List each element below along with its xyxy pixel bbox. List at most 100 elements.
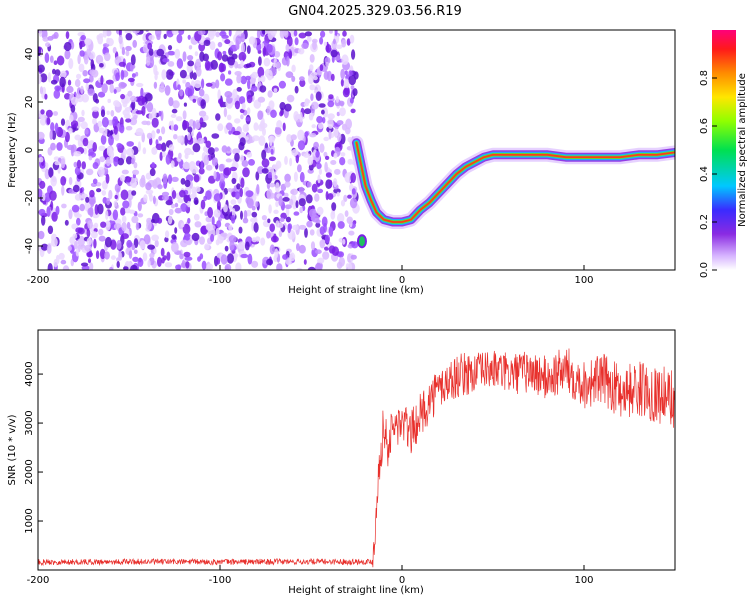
noise-speck <box>81 93 90 103</box>
noise-speck <box>324 234 330 244</box>
noise-speck <box>204 243 210 250</box>
noise-speck <box>142 35 146 41</box>
noise-speck <box>50 200 54 211</box>
noise-speck <box>46 244 52 254</box>
noise-speck <box>348 230 355 236</box>
noise-speck <box>84 129 89 135</box>
noise-speck <box>39 73 48 83</box>
noise-speck <box>64 49 71 60</box>
noise-speck <box>158 110 162 117</box>
noise-speck <box>347 158 354 165</box>
noise-speck <box>351 49 356 60</box>
noise-speck <box>41 215 46 226</box>
noise-speck <box>99 156 106 163</box>
noise-speck <box>170 160 175 169</box>
noise-speck <box>279 102 286 111</box>
noise-speck <box>286 134 292 143</box>
noise-speck <box>350 108 356 114</box>
noise-speck <box>74 213 82 218</box>
noise-speck <box>157 256 162 267</box>
noise-speck <box>223 167 232 176</box>
noise-speck <box>97 91 106 98</box>
noise-speck <box>245 117 251 122</box>
noise-speck <box>309 133 317 138</box>
noise-speck <box>73 161 78 168</box>
noise-speck <box>289 198 294 206</box>
snr-plot-frame <box>37 329 676 571</box>
noise-speck <box>255 201 259 208</box>
noise-speck <box>315 150 320 158</box>
noise-speck <box>149 168 156 177</box>
noise-speck <box>266 188 273 200</box>
noise-speck <box>81 161 86 170</box>
noise-speck <box>41 192 46 202</box>
noise-speck <box>294 37 299 46</box>
noise-speck <box>226 146 231 152</box>
noise-speck <box>278 80 286 89</box>
noise-speck <box>171 30 179 35</box>
colorbar-label: Normalized spectral amplitude <box>737 73 748 227</box>
noise-speck <box>146 132 153 140</box>
noise-speck <box>81 109 85 117</box>
noise-speck <box>217 123 224 132</box>
noise-speck <box>151 219 155 223</box>
noise-speck <box>275 200 279 208</box>
noise-speck <box>187 126 193 133</box>
noise-speck <box>347 262 352 270</box>
noise-speck <box>344 172 353 183</box>
snr-x-tick-label: -200 <box>27 575 50 586</box>
noise-speck <box>137 201 142 212</box>
noise-speck <box>245 75 251 81</box>
noise-speck <box>236 74 242 84</box>
noise-speck <box>329 30 333 34</box>
noise-speck <box>47 72 51 83</box>
noise-speck <box>68 209 73 220</box>
noise-speck <box>141 132 145 143</box>
noise-speck <box>218 62 225 73</box>
noise-speck <box>348 70 353 77</box>
noise-speck <box>334 168 341 175</box>
noise-speck <box>62 265 70 270</box>
noise-speck <box>130 264 138 270</box>
noise-speck <box>159 151 163 161</box>
noise-speck <box>275 220 280 228</box>
noise-speck <box>322 251 330 260</box>
noise-speck <box>194 119 201 130</box>
noise-speck <box>217 41 223 48</box>
noise-speck <box>194 51 199 57</box>
noise-speck <box>188 45 193 50</box>
noise-speck <box>106 197 111 206</box>
noise-speck <box>146 220 152 231</box>
noise-speck <box>72 233 78 239</box>
noise-speck <box>342 87 350 98</box>
noise-speck <box>113 223 122 230</box>
noise-speck <box>200 199 206 210</box>
noise-speck <box>251 85 258 92</box>
noise-speck <box>225 158 233 163</box>
noise-speck <box>58 252 65 260</box>
noise-speck <box>38 64 45 73</box>
noise-speck <box>266 43 273 53</box>
colorbar-tick-label: 0.8 <box>699 70 710 86</box>
noise-speck <box>53 60 58 65</box>
noise-speck <box>105 156 111 167</box>
noise-speck <box>283 192 289 198</box>
noise-speck <box>160 81 165 89</box>
noise-speck <box>120 82 127 88</box>
noise-speck <box>349 34 355 44</box>
noise-speck <box>126 141 134 147</box>
noise-speck <box>161 191 170 197</box>
noise-speck <box>109 266 114 270</box>
noise-speck <box>298 224 307 230</box>
noise-speck <box>160 247 165 257</box>
noise-speck <box>125 125 133 131</box>
noise-speck <box>165 69 174 80</box>
noise-speck <box>163 33 167 40</box>
noise-speck <box>122 200 130 209</box>
noise-speck <box>168 97 174 107</box>
spectrogram-x-label: Height of straight line (km) <box>288 285 424 296</box>
noise-speck <box>205 190 212 201</box>
noise-speck <box>77 54 81 65</box>
noise-speck <box>55 205 60 216</box>
noise-speck <box>104 251 110 260</box>
